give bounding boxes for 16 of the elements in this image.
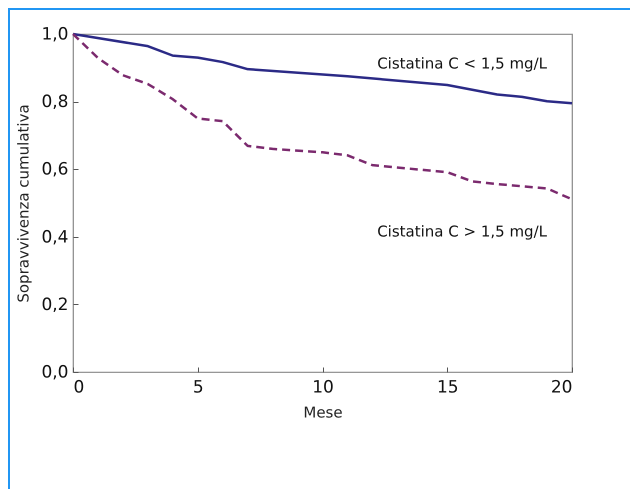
y-tick-label: 0,6: [41, 160, 68, 180]
y-tick-label: 1,0: [41, 24, 68, 44]
line-series: [72, 32, 574, 105]
y-tick-label: 0,4: [41, 227, 68, 248]
y-tick-label: 0,8: [41, 92, 68, 112]
y-axis-title: Sopravvivenza cumulativa: [14, 104, 32, 303]
series-label: Cistatina C < 1,5 mg/L: [377, 54, 548, 72]
x-tick-label: 15: [436, 378, 459, 398]
x-tick-label: 5: [192, 378, 204, 398]
x-axis-title: Mese: [303, 404, 343, 422]
x-tick-label: 20: [550, 378, 572, 398]
x-tick-label: 10: [312, 378, 334, 398]
y-tick-label: 0,2: [41, 294, 68, 315]
text: Cistatina C > 1,5 mg/L: [377, 222, 548, 240]
x-tick-label: 0: [74, 378, 84, 398]
y-tick-label: 0,0: [41, 362, 68, 382]
